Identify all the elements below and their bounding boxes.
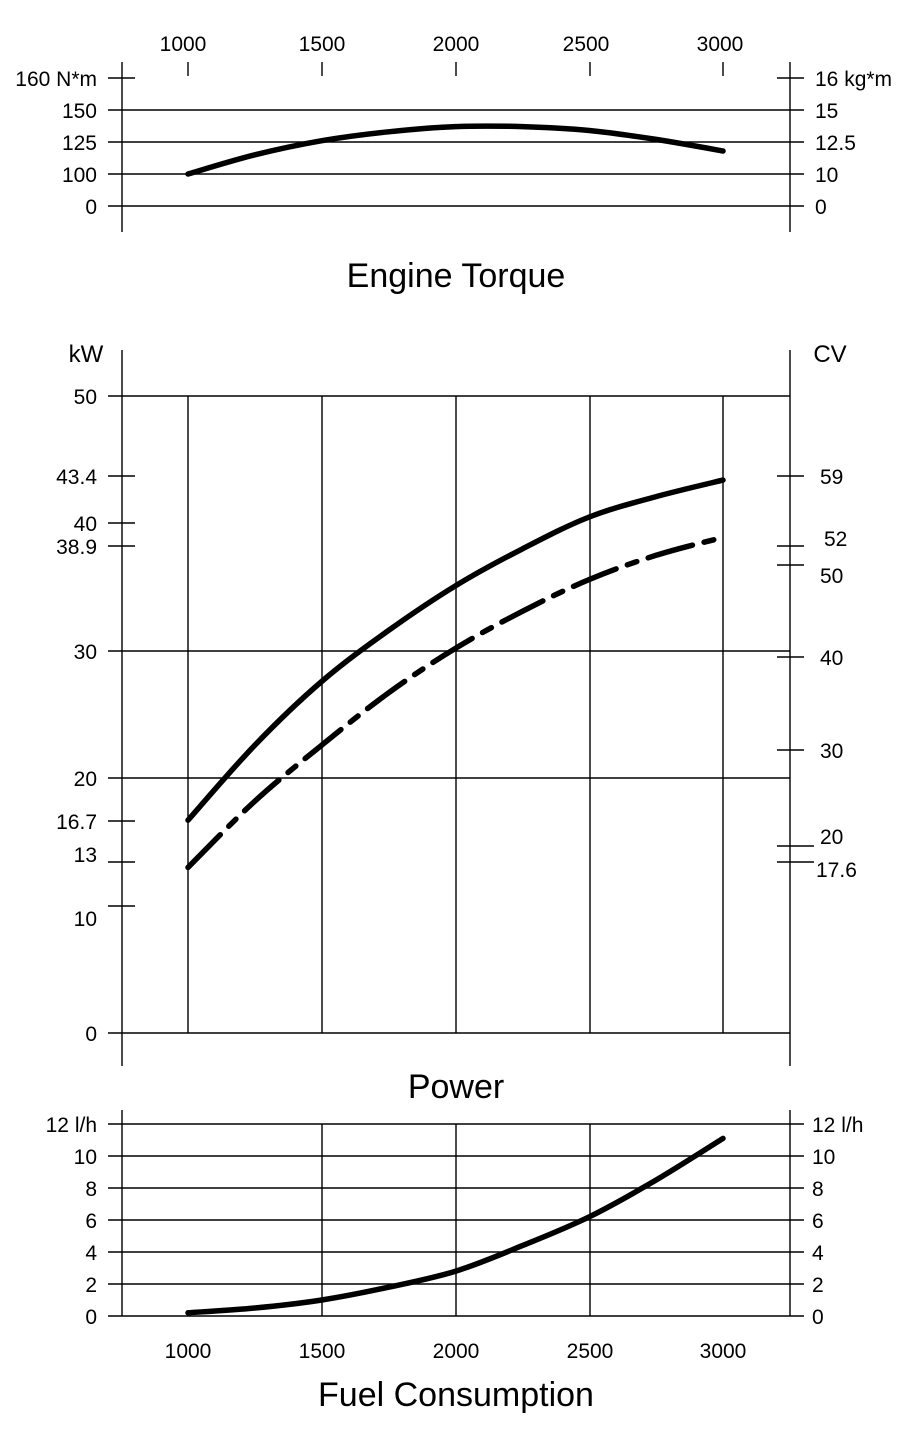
power-left-tick: 43.4	[56, 466, 97, 489]
torque-left-tick: 100	[62, 164, 97, 187]
fuel-right-tick: 6	[812, 1210, 824, 1233]
power-right-tick: 59	[820, 466, 843, 489]
fuel-series-line	[185, 1135, 726, 1316]
torque-right-tick: 12.5	[815, 132, 856, 155]
power-left-tick: 0	[85, 1023, 97, 1046]
power-right-tick: 20	[820, 826, 843, 849]
power-right-tick: 52	[824, 528, 847, 551]
fuel-x-tick: 3000	[700, 1340, 747, 1363]
torque-x-tick: 2000	[433, 33, 480, 56]
fuel-x-tick: 1000	[165, 1340, 212, 1363]
fuel-right-tick: 10	[812, 1146, 835, 1169]
power-right-tick: 30	[820, 740, 843, 763]
engine-torque-panel: 1000 1500 2000 2500 3000 160 N*m 150 125…	[15, 33, 892, 295]
torque-right-tick: 10	[815, 164, 838, 187]
fuel-left-tick: 8	[85, 1178, 97, 1201]
power-series-line-1	[185, 477, 726, 823]
torque-right-tick: 0	[815, 196, 827, 219]
fuel-right-tick: 8	[812, 1178, 824, 1201]
power-series-line-2	[185, 534, 726, 871]
power-left-tick: 50	[74, 386, 97, 409]
fuel-left-tick: 10	[74, 1146, 97, 1169]
power-left-tick: 30	[74, 641, 97, 664]
power-left-tick: 10	[74, 908, 97, 931]
fuel-left-tick: 2	[85, 1274, 97, 1297]
torque-left-tick: 0	[85, 196, 97, 219]
torque-left-tick: 150	[62, 100, 97, 123]
torque-series-line	[185, 123, 726, 177]
power-series-group	[185, 477, 726, 871]
power-frame	[108, 350, 814, 1066]
power-right-tick: 50	[820, 565, 843, 588]
fuel-left-tick: 6	[85, 1210, 97, 1233]
fuel-x-tick: 2500	[567, 1340, 614, 1363]
fuel-title: Fuel Consumption	[318, 1376, 594, 1414]
power-left-axis-label: kW	[69, 341, 104, 368]
torque-x-tick: 2500	[563, 33, 610, 56]
torque-x-tick: 3000	[697, 33, 744, 56]
fuel-x-tick: 2000	[433, 1340, 480, 1363]
fuel-right-tick: 4	[812, 1242, 824, 1265]
power-right-tick: 17.6	[816, 859, 857, 882]
fuel-left-tick: 0	[85, 1306, 97, 1329]
power-right-axis-label: CV	[813, 341, 846, 368]
fuel-right-tick: 0	[812, 1306, 824, 1329]
torque-title: Engine Torque	[347, 257, 566, 295]
torque-left-tick: 125	[62, 132, 97, 155]
fuel-consumption-panel: 12 l/h 10 8 6 4 2 0 12 l/h 10 8 6 4 2 0 …	[46, 1110, 863, 1414]
fuel-left-tick: 4	[85, 1242, 97, 1265]
torque-x-tick: 1500	[299, 33, 346, 56]
power-left-tick: 13	[74, 844, 97, 867]
fuel-left-tick: 12 l/h	[46, 1114, 97, 1137]
power-left-tick: 38.9	[56, 536, 97, 559]
power-left-tick: 40	[74, 513, 97, 536]
torque-right-tick: 16 kg*m	[815, 68, 892, 91]
fuel-right-tick: 2	[812, 1274, 824, 1297]
fuel-x-tick: 1500	[299, 1340, 346, 1363]
power-left-tick: 20	[74, 768, 97, 791]
torque-right-tick: 15	[815, 100, 838, 123]
fuel-frame	[108, 1110, 804, 1317]
fuel-series-group	[185, 1135, 726, 1316]
torque-x-tick: 1000	[160, 33, 207, 56]
power-title: Power	[408, 1068, 504, 1106]
torque-series-group	[185, 123, 726, 177]
fuel-right-tick: 12 l/h	[812, 1114, 863, 1137]
power-left-tick: 16.7	[56, 811, 97, 834]
power-panel: kW CV 50 43.4 40 38.9 30 20 16.7 13 10 0…	[56, 341, 857, 1106]
power-right-tick: 40	[820, 647, 843, 670]
torque-left-tick: 160 N*m	[15, 68, 97, 91]
